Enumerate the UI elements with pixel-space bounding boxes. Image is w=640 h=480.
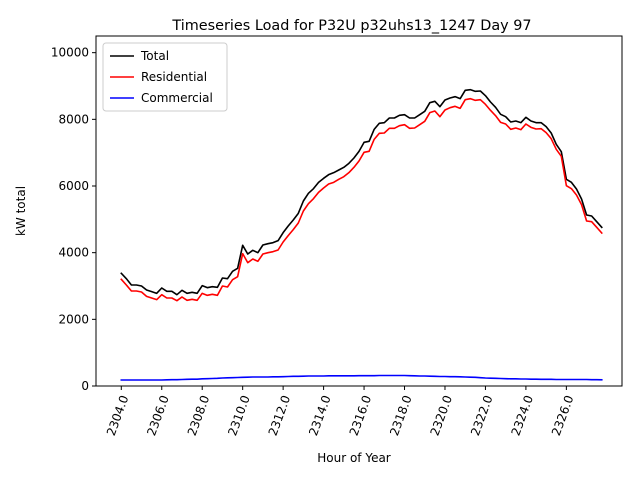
y-tick-label: 4000 — [58, 246, 89, 260]
y-axis-label: kW total — [14, 186, 28, 236]
y-axis: 0 2000 4000 6000 8000 10000 — [51, 46, 96, 393]
legend-box — [102, 42, 228, 112]
legend-label-total: Total — [140, 49, 169, 63]
series-line-total — [120, 88, 603, 296]
series-line-residential — [120, 97, 603, 302]
axes-frame — [95, 35, 623, 387]
x-axis-label: Hour of Year — [317, 451, 391, 465]
y-tick-label: 0 — [81, 379, 89, 393]
legend-label-commercial: Commercial — [141, 91, 213, 105]
plot-area — [95, 35, 623, 387]
y-tick-label: 10000 — [51, 46, 89, 60]
y-tick-label: 6000 — [58, 179, 89, 193]
y-tick-label: 2000 — [58, 312, 89, 326]
series-line-commercial — [120, 374, 603, 381]
legend-label-residential: Residential — [141, 70, 207, 84]
legend: Total Residential Commercial — [102, 42, 228, 112]
series-layer — [120, 88, 603, 381]
chart-title: Timeseries Load for P32U p32uhs13_1247 D… — [171, 18, 531, 34]
y-tick-label: 8000 — [58, 112, 89, 126]
